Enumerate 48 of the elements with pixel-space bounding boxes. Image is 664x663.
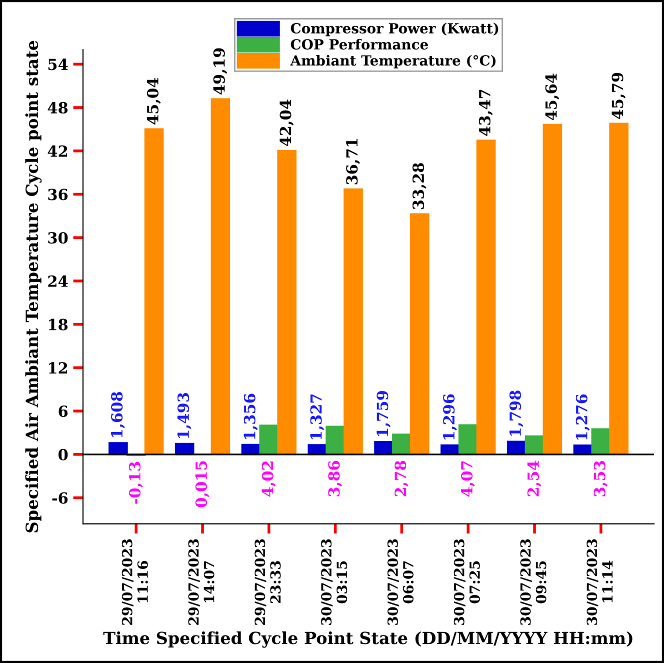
data-label: 33,28: [412, 163, 426, 210]
y-tick-label: 36: [48, 188, 68, 200]
data-label: 1,759: [376, 391, 391, 436]
data-label: 45,04: [146, 78, 161, 125]
y-tick-label: 0: [58, 448, 68, 460]
x-tick-label: 29/07/2023 14:07: [188, 539, 214, 625]
data-label: 1,608: [111, 392, 125, 438]
data-label: 1,493: [177, 392, 192, 438]
legend-label: COP Performance: [290, 38, 428, 50]
x-tick-label: 30/07/2023 07:25: [454, 539, 480, 625]
data-label: 0,015: [195, 461, 210, 508]
y-tick-label: 24: [48, 275, 68, 287]
y-tick-label: 48: [48, 102, 68, 114]
data-label: 2,54: [527, 460, 542, 496]
x-tick-label: 30/07/2023 03:15: [321, 539, 348, 625]
x-axis-title: Time Specified Cycle Point State (DD/MM/YYYY HH:mm): [103, 631, 632, 648]
data-label: 45,64: [545, 74, 560, 120]
data-label: 4,07: [460, 461, 475, 497]
y-tick-label: 42: [48, 145, 68, 157]
data-label: -0,13: [128, 462, 143, 504]
y-tick-label: 30: [48, 232, 68, 244]
x-tick-label: 30/07/2023 06:07: [387, 539, 414, 625]
y-tick-label: 54: [48, 58, 68, 70]
data-label: 3,86: [328, 460, 342, 496]
data-label: 36,71: [346, 139, 360, 184]
y-tick-label: 18: [49, 318, 68, 330]
data-label: 1,798: [509, 390, 524, 436]
x-tick-label: 30/07/2023 09:45: [520, 539, 546, 625]
data-label: 1,296: [443, 394, 457, 440]
data-label: 1,327: [310, 394, 324, 440]
y-tick-label: -6: [52, 492, 68, 504]
data-label: 42,04: [280, 100, 294, 146]
data-label: 3,53: [594, 461, 608, 496]
data-label: 2,78: [394, 460, 408, 496]
legend-label: Compressor Power (Kwatt): [290, 22, 498, 36]
data-label: 49,19: [213, 48, 228, 95]
y-axis-title: Specified Air Ambiant Temperature Cycle point state: [25, 40, 42, 532]
data-label: 1,356: [244, 394, 258, 439]
data-label: 45,79: [612, 72, 626, 120]
data-label: 43,47: [478, 90, 493, 136]
y-tick-label: 6: [58, 406, 68, 418]
x-tick-label: 29/07/2023 11:16: [122, 539, 148, 625]
y-tick-label: 12: [49, 362, 68, 374]
x-tick-label: 30/07/2023 11:14: [586, 539, 613, 625]
data-label: 4,02: [262, 461, 276, 497]
x-tick-label: 29/07/2023 23:33: [254, 539, 281, 625]
data-label: 1,276: [576, 394, 590, 440]
legend-label: Ambiant Temperature (°C): [290, 54, 496, 68]
